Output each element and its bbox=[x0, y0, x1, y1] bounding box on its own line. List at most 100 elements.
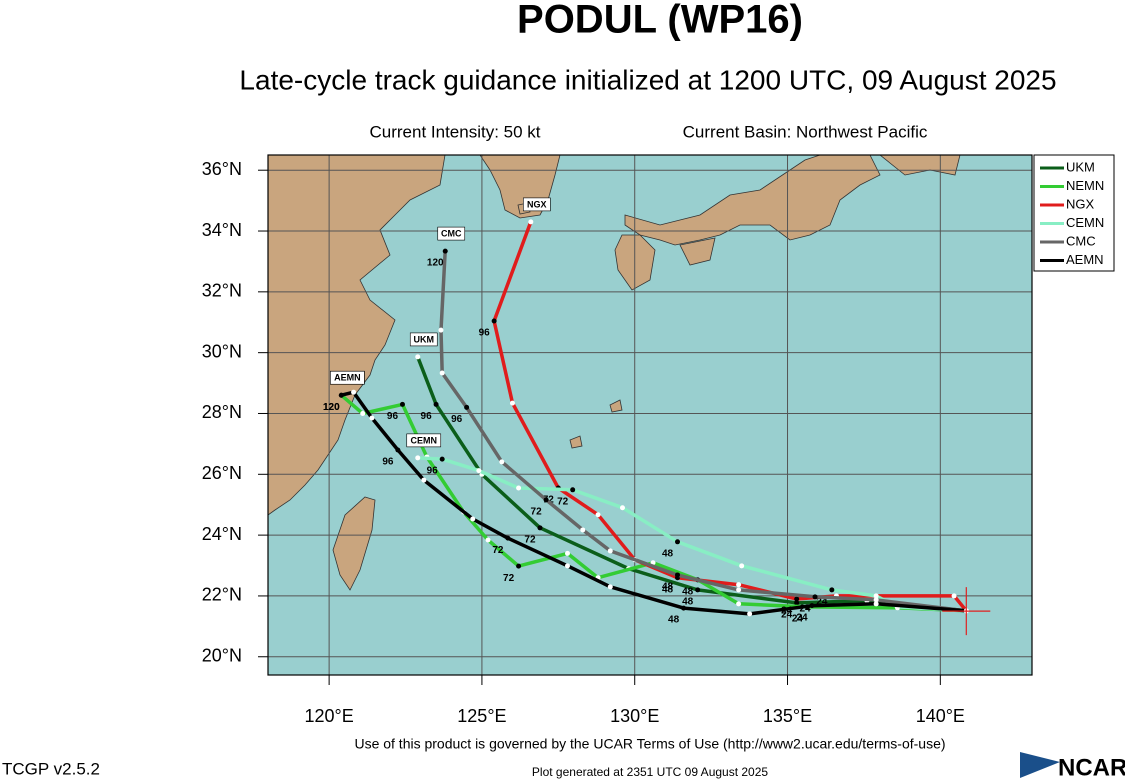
track-point bbox=[499, 459, 505, 465]
x-tick-label: 130°E bbox=[610, 706, 659, 726]
track-point bbox=[619, 505, 625, 511]
ocean bbox=[268, 155, 1032, 675]
track-point bbox=[351, 389, 357, 395]
track-point bbox=[829, 587, 835, 593]
track-point bbox=[491, 318, 497, 324]
track-point bbox=[395, 447, 401, 453]
y-tick-label: 36°N bbox=[202, 159, 242, 179]
track-point bbox=[736, 587, 742, 593]
legend-label: CEMN bbox=[1066, 215, 1104, 230]
track-point bbox=[438, 327, 444, 333]
y-tick-label: 26°N bbox=[202, 463, 242, 483]
model-tag-box bbox=[409, 332, 438, 347]
track-point bbox=[528, 219, 534, 225]
grid bbox=[268, 155, 1032, 675]
forecast-hour-label: 24 bbox=[796, 612, 808, 623]
track-point bbox=[543, 497, 549, 503]
forecast-hour-label: 96 bbox=[479, 328, 491, 339]
track-point bbox=[564, 563, 570, 569]
logo-mark bbox=[1020, 752, 1060, 778]
footer: Use of this product is governed by the U… bbox=[354, 736, 945, 752]
y-tick-label: 22°N bbox=[202, 585, 242, 605]
y-tick-label: 30°N bbox=[202, 341, 242, 361]
ncar-logo: NCAR bbox=[1020, 752, 1125, 780]
forecast-hour-label: 48 bbox=[662, 582, 674, 593]
forecast-hour-label: 72 bbox=[492, 545, 504, 556]
model-tag-box bbox=[523, 197, 551, 212]
track-point bbox=[607, 548, 613, 554]
forecast-hour-label: 72 bbox=[503, 573, 515, 584]
china bbox=[268, 155, 446, 516]
chart-title: PODUL (WP16) bbox=[517, 0, 803, 42]
model-tag: CMC bbox=[441, 228, 462, 238]
model-tag-box bbox=[406, 433, 442, 448]
intensity-note: Current Intensity: 50 kt bbox=[369, 122, 540, 141]
forecast-hour-label: 48 bbox=[668, 615, 680, 626]
track-point bbox=[739, 563, 745, 569]
forecast-hour-label: 24 bbox=[799, 603, 811, 614]
legend-label: AEMN bbox=[1066, 252, 1104, 267]
track-point bbox=[537, 525, 543, 531]
x-tick-label: 120°E bbox=[304, 706, 353, 726]
forecast-hour-label: 96 bbox=[427, 466, 439, 477]
track-point bbox=[595, 512, 601, 518]
track-point bbox=[812, 594, 818, 600]
track-point bbox=[873, 593, 879, 599]
track-point bbox=[338, 392, 344, 398]
track-point bbox=[470, 516, 476, 522]
track-point bbox=[873, 597, 879, 603]
forecast-hour-label: 96 bbox=[421, 411, 433, 422]
plot-frame bbox=[267, 154, 1033, 676]
track-point bbox=[675, 539, 681, 545]
tracks: 24 48 72 96 24 48 72 96 120 24 48 72 96 24 48 72 96 24 48 7… bbox=[323, 219, 969, 626]
track-point bbox=[433, 401, 439, 407]
y-tick-label: 34°N bbox=[202, 220, 242, 240]
legend-label: NEMN bbox=[1066, 178, 1104, 193]
model-tag: NGX bbox=[527, 199, 547, 209]
track-point bbox=[509, 400, 515, 406]
track-point bbox=[873, 601, 879, 607]
track-point bbox=[564, 550, 570, 556]
forecast-hour-label: 24 bbox=[816, 596, 828, 607]
x-tick-label: 140°E bbox=[916, 706, 965, 726]
honshu bbox=[624, 155, 881, 246]
y-tick-label: 20°N bbox=[202, 646, 242, 666]
track-point bbox=[439, 456, 445, 462]
shikoku bbox=[679, 237, 716, 266]
forecast-hour-label: 120 bbox=[323, 402, 340, 413]
track-point bbox=[736, 582, 742, 588]
ryukyu-island bbox=[609, 399, 623, 413]
track-point bbox=[476, 468, 482, 474]
forecast-hour-label: 48 bbox=[682, 596, 694, 607]
legend: UKM NEMN NGX CEMN CMC AEMN bbox=[1033, 154, 1115, 272]
plot-generated: Plot generated at 2351 UTC 09 August 202… bbox=[532, 765, 768, 779]
legend-label: NGX bbox=[1066, 196, 1095, 211]
forecast-hour-label: 24 bbox=[781, 610, 793, 621]
track-point bbox=[736, 601, 742, 607]
track-point bbox=[809, 603, 815, 609]
track-point bbox=[951, 593, 957, 599]
x-tick-label: 135°E bbox=[763, 706, 812, 726]
taiwan bbox=[332, 496, 376, 591]
track-point bbox=[516, 485, 522, 491]
track-point bbox=[505, 535, 511, 541]
legend-box bbox=[1033, 154, 1115, 272]
track-point bbox=[464, 404, 470, 410]
track-point bbox=[421, 477, 427, 483]
legend-label: CMC bbox=[1066, 233, 1096, 248]
basin-note: Current Basin: Northwest Pacific bbox=[683, 122, 928, 141]
forecast-hour-label: 24 bbox=[781, 606, 793, 617]
chart-subtitle: Late-cycle track guidance initialized at… bbox=[239, 64, 1056, 95]
track-point bbox=[681, 605, 687, 611]
track-point bbox=[485, 537, 491, 543]
track-point bbox=[516, 563, 522, 569]
y-tick-label: 24°N bbox=[202, 524, 242, 544]
track-point bbox=[580, 527, 586, 533]
x-tick-label: 125°E bbox=[457, 706, 506, 726]
axes: 120°E 125°E 130°E 135°E 140°E 20°N 22°N 24°N 26°… bbox=[202, 159, 965, 726]
model-tag: CEMN bbox=[410, 435, 437, 445]
track-line bbox=[417, 456, 967, 613]
track-point bbox=[794, 596, 800, 602]
track-point bbox=[695, 587, 701, 593]
